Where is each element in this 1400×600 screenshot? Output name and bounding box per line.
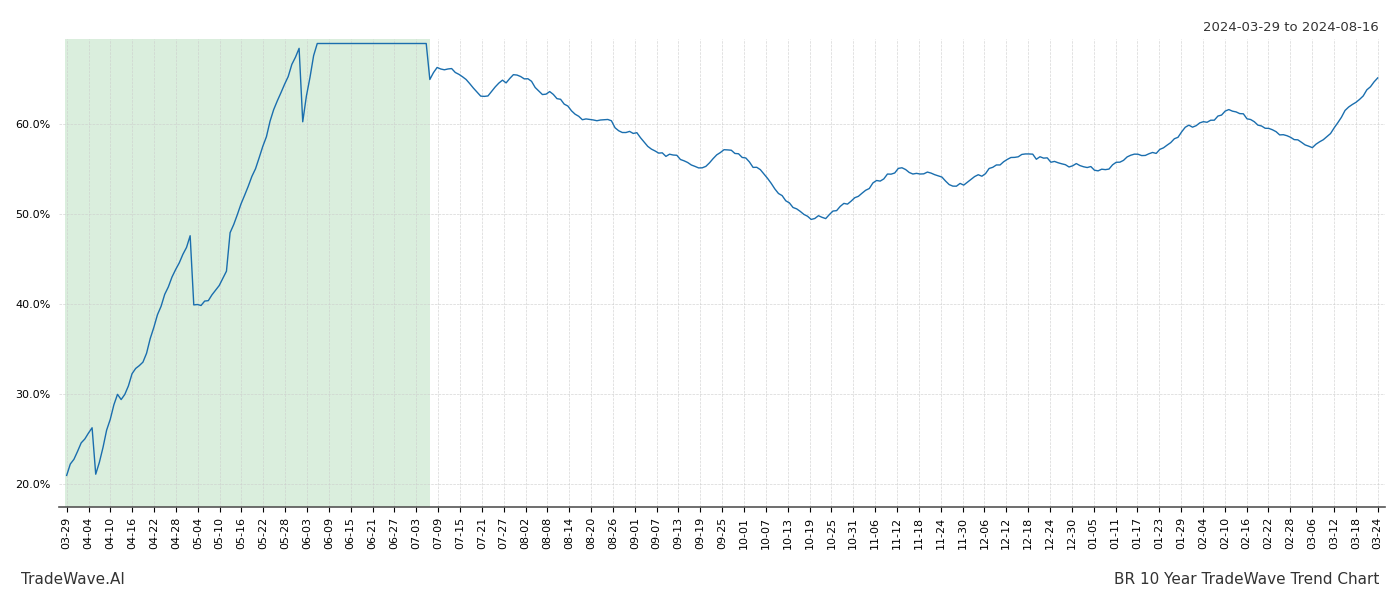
- Text: TradeWave.AI: TradeWave.AI: [21, 572, 125, 587]
- Bar: [64, 39, 430, 507]
- Text: 2024-03-29 to 2024-08-16: 2024-03-29 to 2024-08-16: [1203, 21, 1379, 34]
- Text: BR 10 Year TradeWave Trend Chart: BR 10 Year TradeWave Trend Chart: [1113, 572, 1379, 587]
